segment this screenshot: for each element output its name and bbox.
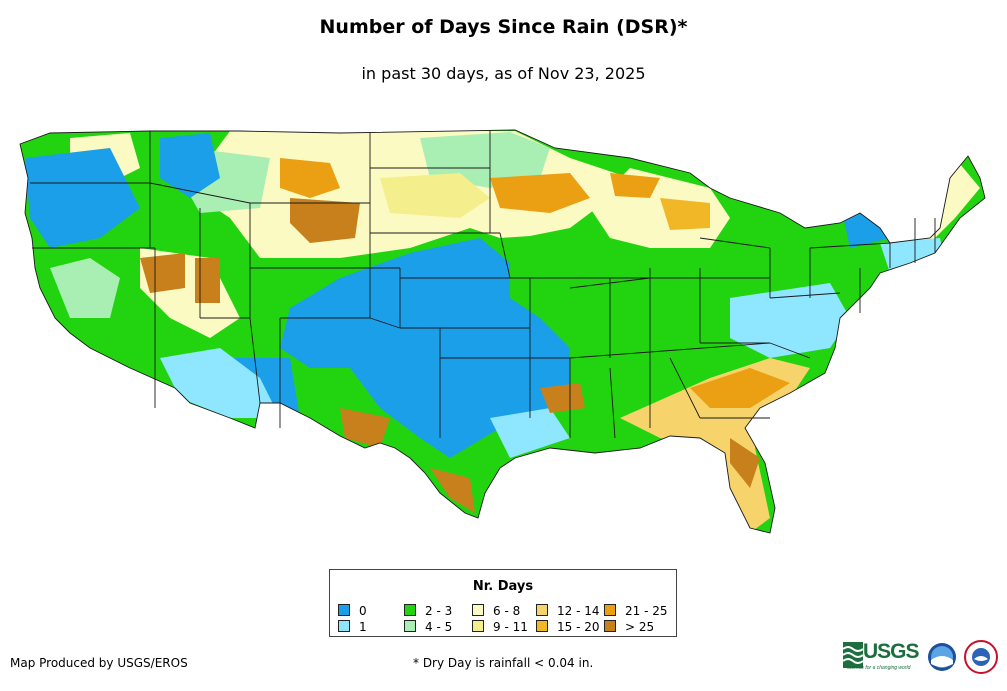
legend-swatch-9-11	[472, 620, 484, 632]
legend-item-12-14: 12 - 14	[536, 604, 600, 618]
legend-item-1: 1	[338, 620, 367, 634]
legend-swatch-21-25	[604, 604, 616, 616]
legend-swatch-1	[338, 620, 350, 632]
noaa-logo-icon	[928, 643, 956, 671]
legend-item-15-20: 15 - 20	[536, 620, 600, 634]
legend-swatch-2-3	[404, 604, 416, 616]
legend-label-15-20: 15 - 20	[557, 620, 600, 634]
legend-label-0: 0	[359, 604, 367, 618]
legend-label-4-5: 4 - 5	[425, 620, 453, 634]
legend-item-0: 0	[338, 604, 367, 618]
legend-swatch-0	[338, 604, 350, 616]
usgs-wave-icon	[843, 642, 863, 668]
legend-label-2-3: 2 - 3	[425, 604, 453, 618]
usgs-logo-text: USGS	[863, 640, 920, 663]
legend-item-gt-25: > 25	[604, 620, 654, 634]
agency-logos: USGS science for a changing world	[843, 638, 1003, 678]
map-credit: Map Produced by USGS/EROS	[10, 656, 188, 670]
legend-item-2-3: 2 - 3	[404, 604, 452, 618]
legend-title: Nr. Days	[472, 579, 534, 594]
legend-item-6-8: 6 - 8	[472, 604, 520, 618]
nws-logo-icon	[964, 640, 998, 674]
footnote: * Dry Day is rainfall < 0.04 in.	[413, 656, 594, 670]
legend-swatch-6-8	[472, 604, 484, 616]
map-subtitle: in past 30 days, as of Nov 23, 2025	[361, 64, 646, 83]
legend-item-9-11: 9 - 11	[472, 620, 528, 634]
legend-swatch-gt-25	[604, 620, 616, 632]
usgs-tagline: science for a changing world	[847, 665, 911, 671]
us-dsr-map	[19, 129, 986, 534]
map-title: Number of Days Since Rain (DSR)*	[319, 16, 688, 38]
legend-label-9-11: 9 - 11	[493, 620, 528, 634]
legend-swatch-4-5	[404, 620, 416, 632]
legend-label-12-14: 12 - 14	[557, 604, 600, 618]
legend-label-gt-25: > 25	[625, 620, 655, 634]
legend: Nr. Days 0 1 2 - 3 4 - 5 6 - 8 9 - 11 12…	[329, 569, 677, 637]
legend-swatch-15-20	[536, 620, 548, 632]
legend-label-1: 1	[359, 620, 367, 634]
legend-item-4-5: 4 - 5	[404, 620, 452, 634]
legend-label-21-25: 21 - 25	[625, 604, 668, 618]
legend-item-21-25: 21 - 25	[604, 604, 668, 618]
legend-swatch-12-14	[536, 604, 548, 616]
legend-label-6-8: 6 - 8	[493, 604, 521, 618]
